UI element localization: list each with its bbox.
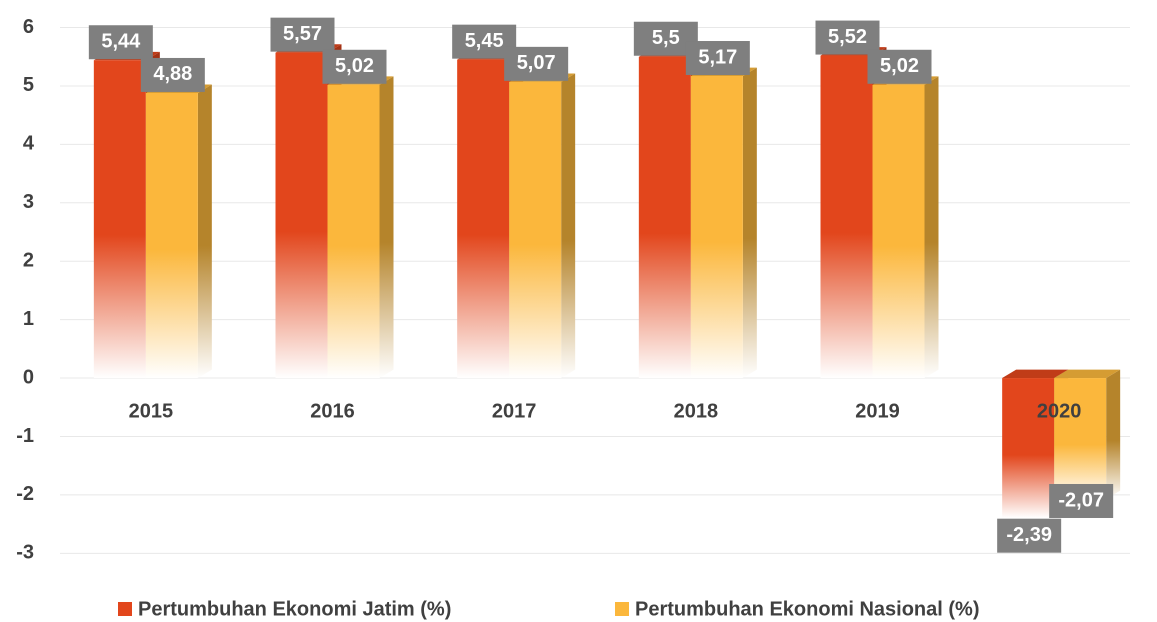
bar	[275, 52, 328, 379]
value-label: 5,52	[828, 26, 867, 48]
value-label-box	[504, 46, 569, 81]
value-label: 5,5	[652, 27, 680, 49]
x-tick-label: 2019	[855, 400, 900, 422]
bar	[638, 56, 691, 379]
bar	[93, 60, 146, 379]
bar	[1002, 378, 1055, 518]
value-label: 4,88	[153, 63, 192, 85]
value-label: 5,44	[101, 31, 141, 53]
legend-label: Pertumbuhan Ekonomi Jatim (%)	[138, 598, 451, 620]
legend-swatch	[118, 602, 132, 616]
bar-top	[1002, 369, 1069, 379]
bar-side	[197, 84, 212, 379]
value-label: 5,45	[465, 30, 504, 52]
bar	[1054, 378, 1107, 499]
value-label-box	[685, 41, 750, 76]
bar	[872, 84, 925, 379]
value-label-box	[322, 49, 387, 84]
bar	[457, 59, 510, 379]
y-tick-label: 6	[23, 16, 34, 38]
y-tick-label: 4	[23, 133, 35, 155]
value-label: 5,02	[335, 55, 374, 77]
x-tick-label: 2018	[674, 400, 719, 422]
x-tick-label: 2020	[1037, 400, 1082, 422]
bar	[145, 92, 198, 379]
y-tick-label: 1	[23, 308, 34, 330]
bar-side	[561, 73, 576, 379]
x-tick-label: 2017	[492, 400, 537, 422]
bar-side	[1106, 369, 1121, 499]
y-tick-label: -1	[16, 425, 34, 447]
value-label: -2,07	[1058, 489, 1104, 511]
value-label: 5,57	[283, 23, 322, 45]
y-tick-label: 2	[23, 249, 34, 271]
x-tick-label: 2016	[310, 400, 355, 422]
value-label: 5,07	[517, 52, 556, 74]
x-tick-label: 2015	[129, 400, 174, 422]
y-tick-label: 0	[23, 366, 34, 388]
value-label-box	[88, 25, 153, 60]
value-label-box	[140, 57, 205, 92]
bar	[509, 81, 562, 379]
value-label-box	[815, 20, 880, 55]
y-tick-label: 5	[23, 74, 34, 96]
value-label-box	[997, 518, 1062, 553]
bar-side	[379, 76, 394, 379]
value-label-box	[1049, 483, 1114, 518]
bar	[820, 55, 873, 379]
bar	[327, 84, 380, 379]
legend-swatch	[615, 602, 629, 616]
y-tick-label: -2	[16, 483, 34, 505]
bar-top	[1054, 369, 1121, 379]
value-label: 5,02	[880, 55, 919, 77]
bar-side	[742, 67, 757, 379]
y-tick-label: 3	[23, 191, 34, 213]
value-label: 5,17	[698, 46, 737, 68]
legend-label: Pertumbuhan Ekonomi Nasional (%)	[635, 598, 979, 620]
value-label: -2,39	[1006, 524, 1052, 546]
value-label-box	[867, 49, 932, 84]
bar	[690, 76, 743, 379]
y-tick-label: -3	[16, 542, 34, 564]
bar-side	[924, 76, 939, 379]
value-label-box	[270, 17, 335, 52]
